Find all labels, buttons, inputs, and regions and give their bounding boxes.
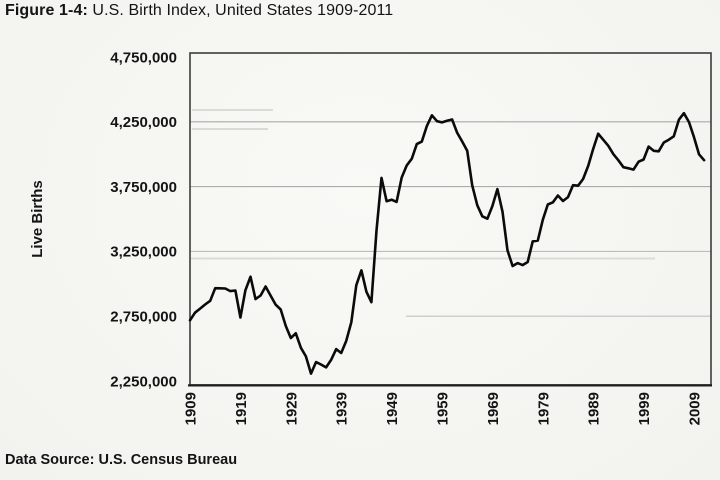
y-axis-tick-labels: 4,750,000 4,250,000 3,750,000 3,250,000 2,75… xyxy=(110,49,177,390)
x-tick-label: 1999 xyxy=(636,392,653,425)
y-tick-label: 4,750,000 xyxy=(110,49,177,66)
x-tick-label: 1989 xyxy=(586,392,603,425)
x-tick-label: 1959 xyxy=(435,392,452,425)
y-tick-label: 2,750,000 xyxy=(110,308,177,325)
data-source-caption: Data Source: U.S. Census Bureau xyxy=(5,452,238,468)
y-tick-label: 2,250,000 xyxy=(110,373,177,390)
y-tick-label: 3,250,000 xyxy=(110,244,177,261)
plot-area-border xyxy=(189,52,712,386)
y-tick-label: 3,750,000 xyxy=(110,179,177,196)
births-series-line xyxy=(188,111,706,375)
x-tick-label: 1929 xyxy=(283,392,300,425)
gridlines xyxy=(190,109,711,317)
figure-number-label: Figure 1-4: xyxy=(5,2,88,19)
figure-title: Figure 1-4: U.S. Birth Index, United Sta… xyxy=(5,2,393,20)
x-tick-label: 2009 xyxy=(687,392,704,425)
x-tick-label: 1909 xyxy=(183,392,200,425)
y-axis-title: Live Births xyxy=(29,180,46,258)
x-tick-label: 1939 xyxy=(334,392,351,425)
y-tick-label: 4,250,000 xyxy=(110,114,177,131)
x-tick-label: 1979 xyxy=(535,392,552,425)
figure-title-text: U.S. Birth Index, United States 1909-201… xyxy=(87,2,394,19)
x-tick-label: 1969 xyxy=(485,392,502,425)
x-tick-label: 1949 xyxy=(384,392,401,425)
x-tick-label: 1919 xyxy=(233,392,250,425)
x-axis-tick-labels: 1909 1919 1929 1939 1949 1959 1969 1979 1989 1999… xyxy=(183,392,704,425)
